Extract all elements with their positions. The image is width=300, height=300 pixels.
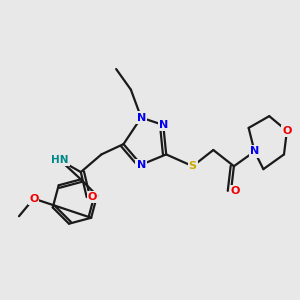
Text: N: N [136,112,146,123]
Text: O: O [88,192,97,202]
Text: N: N [159,120,168,130]
Text: N: N [136,160,146,170]
Text: S: S [189,161,197,171]
Text: O: O [29,194,38,204]
Text: HN: HN [51,155,69,165]
Text: N: N [250,146,259,157]
Text: O: O [282,126,292,136]
Text: O: O [231,186,240,196]
